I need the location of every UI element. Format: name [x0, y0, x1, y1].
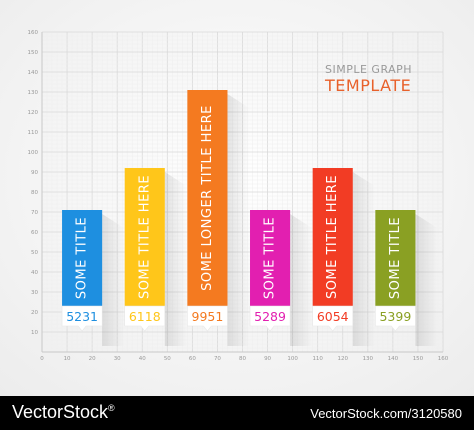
y-tick-label: 40	[31, 270, 38, 276]
y-tick-label: 160	[28, 30, 39, 36]
bar	[62, 210, 103, 306]
bar-title-label: SOME TITLE HERE	[137, 175, 152, 299]
bar-shadow	[102, 214, 125, 346]
y-tick-label: 10	[31, 330, 38, 336]
stock-id: VectorStock.com/3120580	[310, 406, 462, 421]
bar-group: 5289 SOME TITLE	[249, 210, 313, 346]
x-tick-label: 50	[164, 356, 171, 362]
bar-value-label: 5399	[379, 309, 411, 324]
value-tag	[312, 305, 354, 332]
y-axis-ticks: 10 20 30 40 50 60 70 80 90 100 110 120 130 140 150 160	[28, 30, 39, 336]
bar-chart: 102030405060708090100110120130140150160 …	[0, 0, 474, 396]
y-tick-label: 90	[31, 170, 38, 176]
value-tag	[249, 305, 291, 332]
y-tick-label: 110	[28, 130, 39, 136]
x-tick-label: 90	[264, 356, 271, 362]
brand-name: VectorStock	[12, 402, 109, 422]
bar	[187, 90, 228, 306]
bar-group: 5231 SOME TITLE	[61, 210, 125, 346]
y-tick-label: 130	[28, 90, 39, 96]
brand-logo: VectorStock®	[12, 402, 115, 423]
value-tag	[375, 305, 416, 332]
registered-mark: ®	[108, 403, 115, 413]
x-tick-label: 80	[239, 356, 246, 362]
value-tag	[61, 305, 103, 332]
bar	[124, 168, 165, 306]
y-tick-label: 100	[28, 150, 39, 156]
y-tick-label: 140	[28, 70, 39, 76]
bar-value-label: 6118	[129, 309, 161, 324]
y-tick-label: 80	[31, 190, 38, 196]
x-tick-label: 110	[312, 356, 323, 362]
bar-group: 6054 SOME TITLE HERE	[312, 168, 375, 346]
x-tick-label: 100	[287, 356, 298, 362]
y-tick-label: 150	[28, 50, 39, 56]
bar-title-label: SOME TITLE HERE	[325, 175, 340, 299]
y-tick-label: 20	[31, 310, 38, 316]
bar-value-label: 5289	[254, 309, 286, 324]
bar-title-label: SOME TITLE	[388, 217, 403, 299]
bar-value-label: 5231	[66, 309, 98, 324]
chart-title: SIMPLE GRAPH	[325, 63, 413, 76]
bar-value-label: 9951	[192, 309, 224, 324]
x-tick-label: 140	[388, 356, 399, 362]
x-tick-label: 40	[139, 356, 146, 362]
x-tick-label: 130	[363, 356, 374, 362]
bar-shadow	[415, 214, 438, 346]
x-tick-label: 10	[64, 356, 71, 362]
y-tick-label: 120	[28, 110, 39, 116]
bar-value-label: 6054	[317, 309, 349, 324]
x-tick-label: 120	[338, 356, 349, 362]
x-tick-label: 0	[40, 356, 44, 362]
x-tick-label: 30	[114, 356, 121, 362]
y-tick-label: 60	[31, 230, 38, 236]
bar-group: 9951 SOME LONGER TITLE HERE	[187, 90, 250, 346]
value-tag	[187, 305, 228, 332]
bar-shadow	[164, 172, 187, 346]
bar-title-label: SOME TITLE	[75, 217, 90, 299]
x-axis-ticks: 0 10 20 30 40 50 60 70 80 90 100 110 120 130 140 150 160	[40, 356, 448, 362]
bar	[250, 210, 291, 306]
y-tick-label: 50	[31, 250, 38, 256]
x-tick-label: 160	[438, 356, 449, 362]
bar-shadow	[227, 94, 250, 346]
bar	[375, 210, 416, 306]
x-tick-label: 70	[214, 356, 221, 362]
x-tick-label: 60	[189, 356, 196, 362]
bar-group: 6118 SOME TITLE HERE	[124, 168, 187, 346]
bar	[312, 168, 353, 306]
footer-bar: VectorStock® VectorStock.com/3120580	[0, 396, 474, 430]
bar-shadow	[352, 172, 375, 346]
value-tag	[124, 305, 166, 332]
x-tick-label: 20	[89, 356, 96, 362]
bar-title-label: SOME TITLE	[263, 217, 278, 299]
bar-title-label: SOME LONGER TITLE HERE	[200, 105, 215, 291]
chart-subtitle: TEMPLATE	[325, 76, 412, 95]
bars: 5231 SOME TITLE 6118 SOME TITLE HERE 9951 SOM…	[61, 90, 438, 346]
x-tick-label: 150	[413, 356, 424, 362]
bar-shadow	[290, 214, 313, 346]
y-tick-label: 70	[31, 210, 38, 216]
bar-group: 5399 SOME TITLE	[375, 210, 438, 346]
y-tick-label: 30	[31, 290, 38, 296]
